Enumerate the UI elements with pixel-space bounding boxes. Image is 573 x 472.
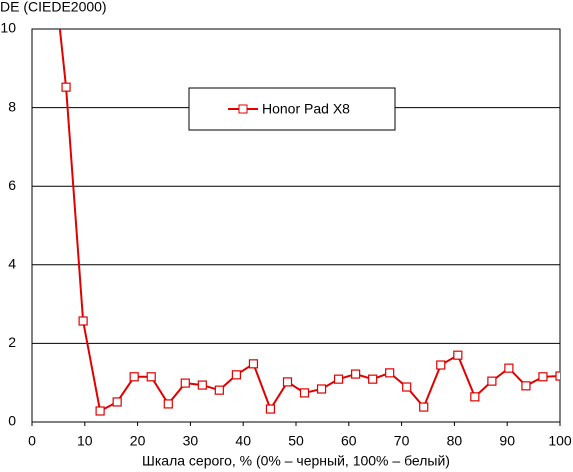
data-point xyxy=(180,378,190,388)
data-point xyxy=(299,388,310,398)
x-tick-label: 40 xyxy=(235,433,251,449)
y-tick-label: 2 xyxy=(8,334,16,350)
data-point xyxy=(129,372,139,382)
data-point xyxy=(265,404,276,414)
x-tick-label: 80 xyxy=(447,433,463,449)
x-tick-label: 0 xyxy=(28,433,36,449)
y-axis-label: DE (CIEDE2000) xyxy=(0,0,107,15)
data-point xyxy=(521,381,531,391)
x-tick-label: 30 xyxy=(183,433,199,449)
x-tick-label: 10 xyxy=(77,433,93,449)
data-point xyxy=(487,376,497,386)
data-point xyxy=(61,82,71,92)
x-tick-label: 60 xyxy=(341,433,357,449)
data-point xyxy=(248,359,259,369)
y-tick-label: 8 xyxy=(8,98,16,114)
data-point xyxy=(282,377,293,387)
x-tick-label: 100 xyxy=(548,433,572,449)
data-point xyxy=(333,374,344,384)
y-tick-label: 4 xyxy=(8,256,16,272)
legend-label: Honor Pad X8 xyxy=(262,101,350,117)
data-point xyxy=(351,369,361,379)
data-point xyxy=(504,363,514,373)
data-point xyxy=(214,385,224,395)
data-point xyxy=(385,368,395,378)
data-point xyxy=(95,406,105,416)
data-point xyxy=(78,316,88,326)
data-point xyxy=(197,380,207,390)
x-axis-label: Шкала серого, % (0% – черный, 100% – бел… xyxy=(142,453,450,469)
data-point xyxy=(146,372,156,382)
x-tick-label: 70 xyxy=(394,433,410,449)
data-point xyxy=(112,397,122,407)
legend-marker xyxy=(238,104,248,114)
data-point xyxy=(419,402,429,412)
series-line xyxy=(58,29,560,413)
data-point xyxy=(436,360,446,370)
y-tick-label: 6 xyxy=(8,177,16,193)
x-tick-label: 20 xyxy=(130,433,146,449)
data-point xyxy=(316,384,327,394)
y-tick-label: 10 xyxy=(0,20,16,36)
data-point xyxy=(453,350,463,360)
legend-box xyxy=(188,87,396,131)
data-point xyxy=(163,399,173,409)
data-point xyxy=(368,374,378,384)
x-tick-label: 90 xyxy=(499,433,515,449)
data-point xyxy=(538,372,548,382)
y-tick-label: 0 xyxy=(8,413,16,429)
data-point xyxy=(231,370,241,380)
x-tick-label: 50 xyxy=(288,433,304,449)
data-point xyxy=(402,382,412,392)
data-point xyxy=(555,371,560,381)
data-point xyxy=(470,392,480,402)
plot-area xyxy=(58,29,560,416)
